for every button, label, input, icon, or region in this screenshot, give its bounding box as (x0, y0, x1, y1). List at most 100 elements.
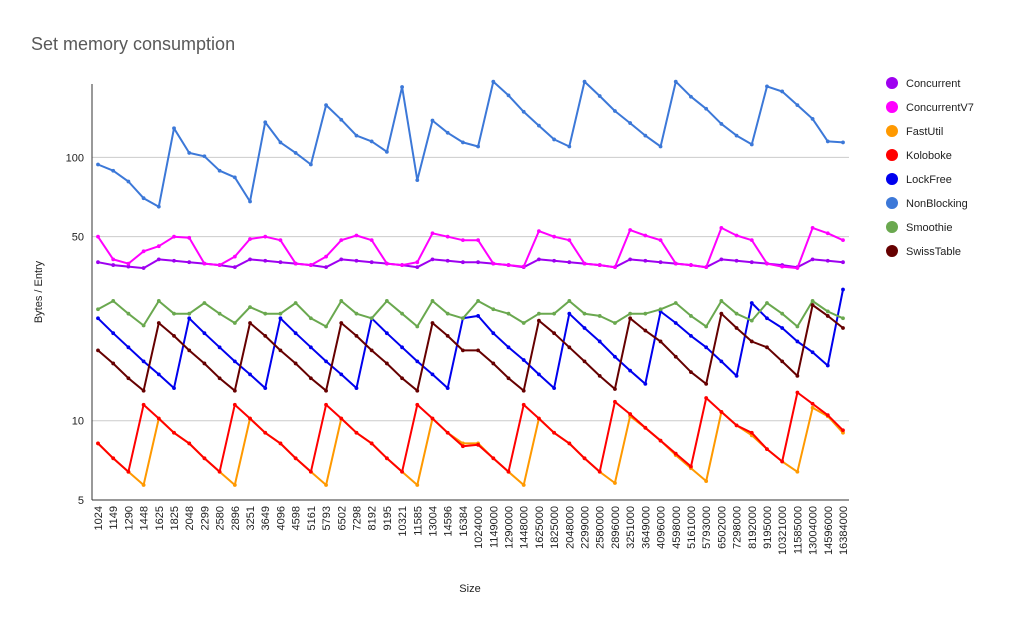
x-tick-label: 2580000 (595, 506, 607, 549)
data-point (704, 265, 709, 270)
data-point (780, 89, 785, 94)
data-point (841, 260, 845, 265)
data-point (111, 361, 116, 366)
data-point (476, 238, 481, 243)
x-tick-label: 9195000 (762, 506, 774, 549)
data-point (232, 175, 237, 180)
series-line (97, 304, 844, 392)
data-point (400, 85, 404, 89)
y-tick-label: 5 (78, 495, 84, 507)
data-point (217, 469, 222, 474)
data-point (126, 376, 131, 381)
data-point (324, 103, 328, 107)
data-point (567, 144, 572, 149)
data-point (369, 238, 374, 243)
data-point (141, 402, 146, 407)
data-point (749, 301, 754, 305)
x-tick-label: 1825000 (549, 506, 561, 549)
data-point (263, 234, 268, 239)
x-tick-label: 9195 (382, 506, 394, 530)
data-point (780, 459, 785, 464)
data-point (400, 263, 404, 267)
data-point (156, 321, 161, 325)
legend-label: Concurrent (906, 78, 960, 90)
data-point (384, 331, 389, 336)
data-point (552, 258, 557, 263)
data-point (232, 321, 237, 325)
data-point (537, 257, 541, 262)
data-point (172, 311, 176, 316)
x-tick-label: 14596 (443, 506, 455, 537)
x-tick-label: 3649 (260, 506, 272, 530)
data-point (339, 321, 344, 325)
x-tick-label: 1625000 (534, 506, 546, 549)
data-point (293, 331, 298, 336)
x-tick-label: 4598 (291, 506, 303, 530)
data-point (597, 469, 602, 474)
data-point (825, 413, 830, 418)
data-point (537, 416, 541, 421)
x-tick-label: 5793 (321, 506, 333, 530)
data-point (552, 311, 557, 316)
data-point (628, 316, 633, 321)
data-point (384, 361, 389, 366)
data-point (141, 359, 146, 364)
data-point (719, 299, 724, 303)
data-point (658, 307, 663, 312)
data-point (658, 238, 663, 243)
data-point (141, 323, 146, 328)
data-point (582, 456, 587, 461)
data-point (749, 430, 754, 435)
legend-label: Smoothie (906, 222, 952, 234)
chart-title: Set memory consumption (31, 34, 235, 54)
data-point (384, 299, 389, 303)
data-point (810, 117, 815, 121)
data-point (795, 266, 800, 270)
data-point (384, 149, 389, 154)
data-point (156, 257, 161, 262)
data-point (765, 301, 769, 305)
data-point (567, 441, 572, 446)
x-tick-label: 1625 (154, 506, 166, 530)
data-point (187, 311, 192, 316)
data-point (841, 287, 845, 292)
y-tick-label: 100 (66, 152, 84, 164)
data-point (628, 257, 633, 262)
data-point (521, 358, 526, 362)
data-point (552, 234, 557, 239)
data-point (278, 316, 283, 321)
data-point (96, 441, 100, 446)
series-lines (96, 79, 845, 487)
data-point (613, 354, 617, 359)
data-point (795, 103, 800, 107)
legend-marker (886, 125, 898, 137)
series-lockfree (96, 287, 845, 391)
data-point (369, 260, 374, 265)
x-tick-label: 8192 (367, 506, 379, 530)
data-point (187, 260, 192, 265)
series-line (97, 300, 844, 328)
data-point (111, 257, 116, 262)
data-point (673, 321, 678, 325)
data-point (248, 321, 252, 325)
x-tick-label: 8192000 (747, 506, 759, 549)
legend-item: Koloboke (886, 149, 952, 162)
data-point (597, 314, 602, 318)
data-point (643, 258, 648, 263)
data-point (552, 430, 557, 435)
legend-item: SwissTable (886, 245, 961, 258)
series-line (97, 289, 844, 390)
data-point (734, 423, 739, 428)
data-point (704, 324, 709, 329)
data-point (156, 204, 161, 209)
data-point (613, 387, 617, 391)
data-point (126, 311, 131, 316)
data-point (841, 140, 845, 145)
data-point (795, 324, 800, 329)
data-point (232, 402, 237, 407)
data-point (293, 361, 298, 366)
data-point (156, 416, 161, 421)
data-point (537, 318, 541, 323)
y-axis-label: Bytes / Entry (33, 260, 45, 323)
data-point (172, 386, 176, 391)
